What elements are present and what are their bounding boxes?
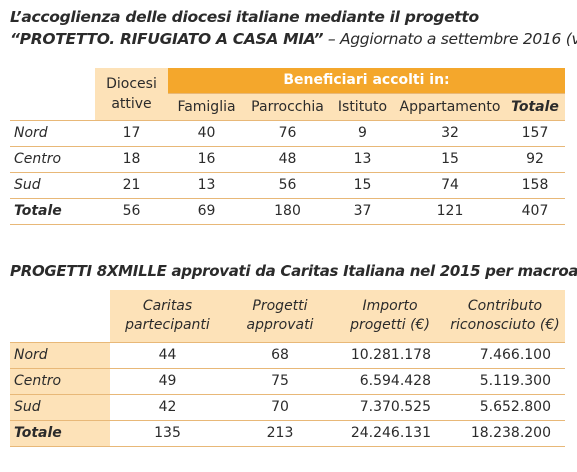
project-name: “PROTETTO. RIFUGIATO A CASA MIA” bbox=[10, 30, 324, 48]
row-label: Centro bbox=[10, 368, 110, 395]
table-row: Sud 21 13 56 15 74 158 bbox=[10, 172, 565, 199]
cell: 17 bbox=[95, 120, 168, 147]
cell: 70 bbox=[225, 394, 335, 421]
cell: 6.594.428 bbox=[335, 368, 445, 395]
cell: 76 bbox=[245, 120, 330, 147]
cell: 121 bbox=[395, 198, 505, 225]
cell: 69 bbox=[168, 198, 245, 225]
column-header: Totale bbox=[505, 93, 565, 121]
cell: 10.281.178 bbox=[335, 342, 445, 369]
title-line: L’accoglienza delle diocesi italiane med… bbox=[10, 8, 479, 26]
cell: 15 bbox=[395, 146, 505, 173]
cell: 56 bbox=[95, 198, 168, 225]
cell: 213 bbox=[225, 420, 335, 447]
cell: 92 bbox=[505, 146, 565, 173]
cell: 7.466.100 bbox=[445, 342, 565, 369]
table: Caritas partecipanti Progetti approvati Im… bbox=[10, 290, 565, 447]
row-label: Nord bbox=[10, 120, 95, 147]
column-header: Diocesi attive bbox=[95, 68, 168, 121]
column-header: Famiglia bbox=[168, 93, 245, 121]
cell: 68 bbox=[225, 342, 335, 369]
cell: 18.238.200 bbox=[445, 420, 565, 447]
empty-cell bbox=[10, 290, 110, 343]
group-header: Beneficiari accolti in: bbox=[168, 68, 565, 94]
table-row: Sud 42 70 7.370.525 5.652.800 bbox=[10, 394, 565, 421]
cell: 56 bbox=[245, 172, 330, 199]
cell: 13 bbox=[168, 172, 245, 199]
table: Diocesi attive Beneficiari accolti in: Fa… bbox=[10, 68, 565, 225]
row-label: Nord bbox=[10, 342, 110, 369]
cell: 74 bbox=[395, 172, 505, 199]
row-label: Totale bbox=[10, 198, 95, 225]
title-note: – Aggiornato a settembre 2016 (v.a.) bbox=[327, 30, 577, 48]
table-row: Nord 44 68 10.281.178 7.466.100 bbox=[10, 342, 565, 369]
cell: 49 bbox=[110, 368, 225, 395]
table-row: Centro 18 16 48 13 15 92 bbox=[10, 146, 565, 173]
column-header: Importo progetti (€) bbox=[335, 290, 445, 343]
table-row: Nord 17 40 76 9 32 157 bbox=[10, 120, 565, 147]
cell: 157 bbox=[505, 120, 565, 147]
empty-cell bbox=[10, 68, 95, 121]
column-header: Progetti approvati bbox=[225, 290, 335, 343]
column-header: Contributo riconosciuto (€) bbox=[445, 290, 565, 343]
column-header: Parrocchia bbox=[245, 93, 330, 121]
cell: 9 bbox=[330, 120, 395, 147]
table-row: Centro 49 75 6.594.428 5.119.300 bbox=[10, 368, 565, 395]
cell: 18 bbox=[95, 146, 168, 173]
cell: 21 bbox=[95, 172, 168, 199]
cell: 5.119.300 bbox=[445, 368, 565, 395]
cell: 16 bbox=[168, 146, 245, 173]
cell: 24.246.131 bbox=[335, 420, 445, 447]
row-label: Sud bbox=[10, 394, 110, 421]
cell: 5.652.800 bbox=[445, 394, 565, 421]
cell: 135 bbox=[110, 420, 225, 447]
cell: 40 bbox=[168, 120, 245, 147]
row-label: Sud bbox=[10, 172, 95, 199]
column-header: Istituto bbox=[330, 93, 395, 121]
cell: 13 bbox=[330, 146, 395, 173]
cell: 44 bbox=[110, 342, 225, 369]
cell: 7.370.525 bbox=[335, 394, 445, 421]
title-line: “PROTETTO. RIFUGIATO A CASA MIA” – Aggio… bbox=[10, 30, 577, 48]
row-label: Centro bbox=[10, 146, 95, 173]
cell: 158 bbox=[505, 172, 565, 199]
column-header: Appartamento bbox=[395, 93, 505, 121]
cell: 15 bbox=[330, 172, 395, 199]
table-row: Totale 135 213 24.246.131 18.238.200 bbox=[10, 420, 565, 447]
section-title: PROGETTI 8XMILLE approvati da Caritas It… bbox=[10, 262, 577, 280]
cell: 407 bbox=[505, 198, 565, 225]
cell: 42 bbox=[110, 394, 225, 421]
table-row: Totale 56 69 180 37 121 407 bbox=[10, 198, 565, 225]
cell: 48 bbox=[245, 146, 330, 173]
cell: 37 bbox=[330, 198, 395, 225]
row-label: Totale bbox=[10, 420, 110, 447]
column-header: Caritas partecipanti bbox=[110, 290, 225, 343]
cell: 180 bbox=[245, 198, 330, 225]
cell: 75 bbox=[225, 368, 335, 395]
cell: 32 bbox=[395, 120, 505, 147]
